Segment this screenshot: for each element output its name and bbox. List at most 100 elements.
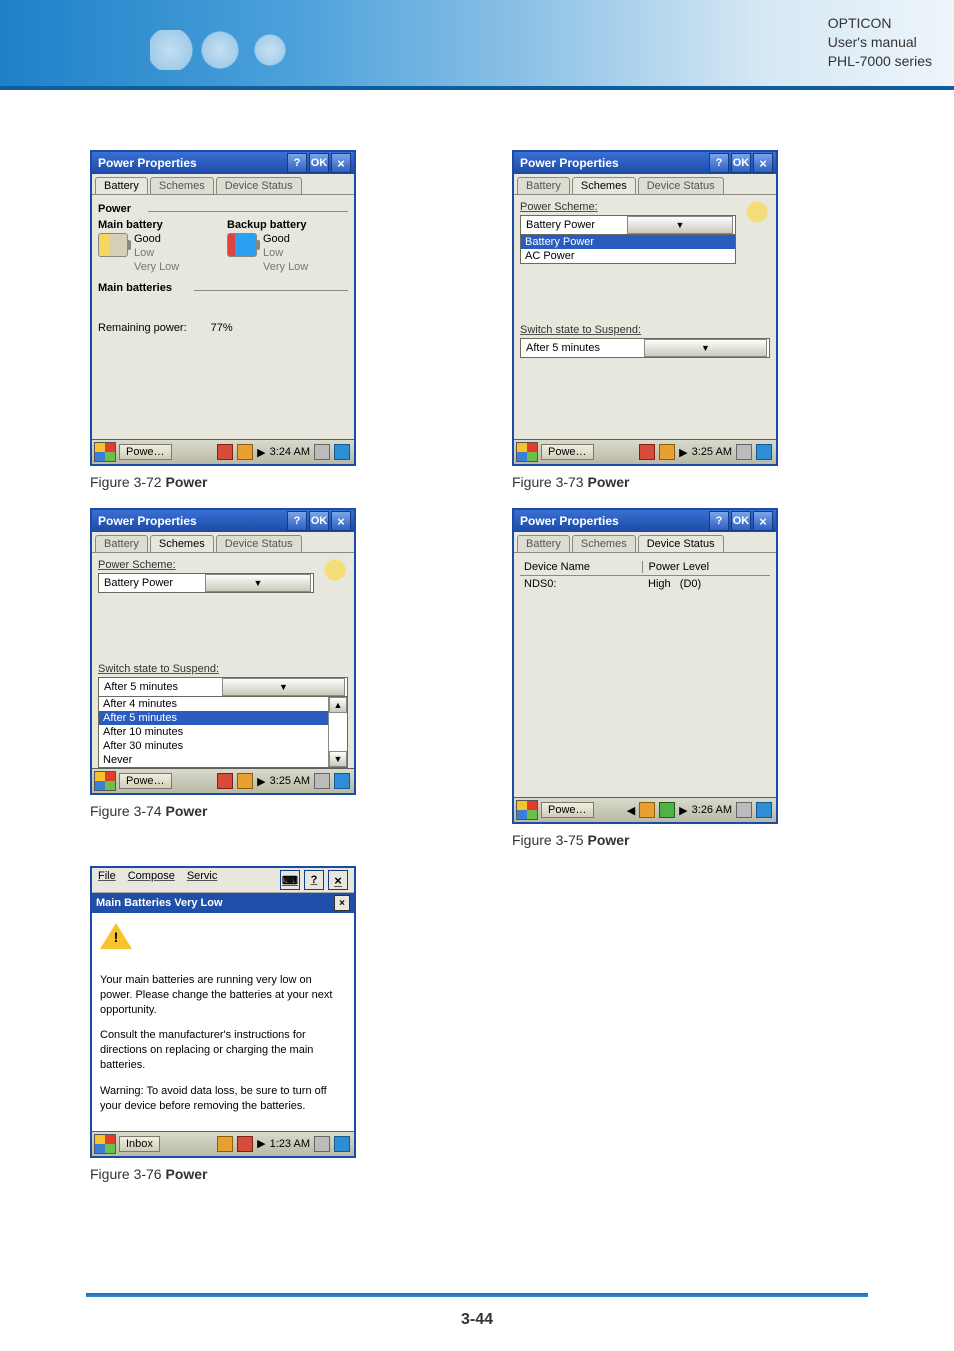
notification-close-button[interactable]: × (334, 895, 350, 911)
help-button[interactable]: ? (709, 511, 729, 531)
ok-button[interactable]: OK (731, 153, 751, 173)
tab-battery[interactable]: Battery (517, 177, 570, 194)
close-button[interactable]: × (331, 153, 351, 173)
titlebar[interactable]: Power Properties ? OK × (514, 510, 776, 532)
tray-keys-icon[interactable] (237, 773, 253, 789)
suspend-value: After 5 minutes (523, 342, 644, 354)
warning-p1: Your main batteries are running very low… (100, 973, 346, 1018)
tray-sound-icon[interactable] (217, 444, 233, 460)
suspend-opt-never[interactable]: Never (99, 753, 328, 767)
tray-keys-icon[interactable] (659, 444, 675, 460)
tray-keyboard-icon[interactable] (314, 444, 330, 460)
backup-battery-label: Backup battery (227, 219, 306, 231)
suspend-combo[interactable]: After 5 minutes ▼ (520, 338, 770, 358)
taskbar: Inbox ▶ 1:23 AM (92, 1131, 354, 1156)
tray-desktop-icon[interactable] (334, 773, 350, 789)
tray-keys-icon[interactable] (639, 802, 655, 818)
tray-desktop-icon[interactable] (756, 802, 772, 818)
tab-device-status[interactable]: Device Status (216, 535, 302, 552)
tray-desktop-icon[interactable] (756, 444, 772, 460)
titlebar[interactable]: Power Properties ? OK × (92, 152, 354, 174)
scroll-up-icon[interactable]: ▲ (329, 697, 347, 713)
titlebar[interactable]: Power Properties ? OK × (514, 152, 776, 174)
scheme-opt-battery[interactable]: Battery Power (521, 235, 735, 249)
ok-button[interactable]: OK (309, 153, 329, 173)
suspend-listbox[interactable]: After 4 minutes After 5 minutes After 10… (98, 697, 348, 768)
footer-rule (86, 1293, 868, 1297)
start-button[interactable] (94, 771, 116, 791)
start-button[interactable] (516, 442, 538, 462)
suspend-opt-10[interactable]: After 10 minutes (99, 725, 328, 739)
suspend-opt-4[interactable]: After 4 minutes (99, 697, 328, 711)
tray-net-icon[interactable] (659, 802, 675, 818)
notification-header: Main Batteries Very Low × (92, 893, 354, 913)
task-inbox[interactable]: Inbox (119, 1136, 160, 1152)
tab-schemes[interactable]: Schemes (150, 177, 214, 194)
plug-icon (322, 559, 348, 581)
start-button[interactable] (94, 1134, 116, 1154)
page-header: OPTICON User's manual PHL-7000 series (0, 0, 954, 90)
scheme-listbox[interactable]: Battery Power AC Power (520, 235, 736, 264)
close-button[interactable]: × (331, 511, 351, 531)
sip-button[interactable]: ⌨ (280, 870, 300, 890)
figure-75: Power Properties ? OK × Battery Schemes … (512, 508, 874, 848)
tab-battery[interactable]: Battery (95, 535, 148, 552)
tray-keys-icon[interactable] (217, 1136, 233, 1152)
ok-button[interactable]: OK (731, 511, 751, 531)
menu-compose[interactable]: Compose (128, 870, 175, 890)
tabs: Battery Schemes Device Status (92, 532, 354, 552)
tray-sound-icon[interactable] (639, 444, 655, 460)
tray-keyboard-icon[interactable] (736, 802, 752, 818)
task-powe[interactable]: Powe… (119, 444, 172, 460)
task-powe[interactable]: Powe… (119, 773, 172, 789)
power-window-schemes-suspend-open: Power Properties ? OK × Battery Schemes … (90, 508, 356, 795)
tab-device-status[interactable]: Device Status (638, 535, 724, 552)
task-powe[interactable]: Powe… (541, 444, 594, 460)
tray-arrow-left[interactable]: ◀ (627, 804, 635, 817)
tab-device-status[interactable]: Device Status (638, 177, 724, 194)
chevron-down-icon[interactable]: ▼ (627, 216, 733, 234)
tray-keyboard-icon[interactable] (314, 773, 330, 789)
tray-arrow: ▶ (679, 446, 687, 459)
scheme-opt-ac[interactable]: AC Power (521, 249, 735, 263)
suspend-opt-5[interactable]: After 5 minutes (99, 711, 328, 725)
close-button[interactable]: × (753, 153, 773, 173)
menu-file[interactable]: File (98, 870, 116, 890)
chevron-down-icon[interactable]: ▼ (644, 339, 767, 357)
close-button[interactable]: × (328, 870, 348, 890)
tab-device-status[interactable]: Device Status (216, 177, 302, 194)
start-button[interactable] (94, 442, 116, 462)
help-button[interactable]: ? (709, 153, 729, 173)
chevron-down-icon[interactable]: ▼ (205, 574, 311, 592)
scheme-combo[interactable]: Battery Power ▼ (98, 573, 314, 593)
tab-schemes[interactable]: Schemes (150, 535, 214, 552)
tray-time: 3:25 AM (692, 446, 732, 458)
start-button[interactable] (516, 800, 538, 820)
close-button[interactable]: × (753, 511, 773, 531)
suspend-combo[interactable]: After 5 minutes ▼ (98, 677, 348, 697)
tab-battery[interactable]: Battery (95, 177, 148, 194)
scheme-combo[interactable]: Battery Power ▼ (520, 215, 736, 235)
tab-schemes[interactable]: Schemes (572, 177, 636, 194)
scroll-down-icon[interactable]: ▼ (329, 751, 347, 767)
help-button[interactable]: ? (287, 511, 307, 531)
tab-battery[interactable]: Battery (517, 535, 570, 552)
main-good: Good (134, 233, 179, 247)
help-button[interactable]: ? (287, 153, 307, 173)
tray-sound-icon[interactable] (237, 1136, 253, 1152)
tray-desktop-icon[interactable] (334, 1136, 350, 1152)
tab-schemes[interactable]: Schemes (572, 535, 636, 552)
menu-service[interactable]: Servic (187, 870, 218, 890)
figure-73: Power Properties ? OK × Battery Schemes … (512, 150, 874, 490)
suspend-opt-30[interactable]: After 30 minutes (99, 739, 328, 753)
titlebar[interactable]: Power Properties ? OK × (92, 510, 354, 532)
ok-button[interactable]: OK (309, 511, 329, 531)
chevron-down-icon[interactable]: ▼ (222, 678, 345, 696)
help-button[interactable]: ? (304, 870, 324, 890)
tray-sound-icon[interactable] (217, 773, 233, 789)
tray-keyboard-icon[interactable] (736, 444, 752, 460)
tray-keyboard-icon[interactable] (314, 1136, 330, 1152)
tray-desktop-icon[interactable] (334, 444, 350, 460)
task-powe[interactable]: Powe… (541, 802, 594, 818)
tray-keys-icon[interactable] (237, 444, 253, 460)
